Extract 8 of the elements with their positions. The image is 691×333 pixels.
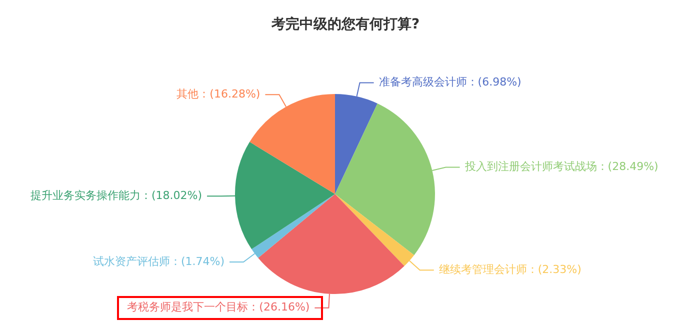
slice-label: 考税务师是我下一个目标：(26.16%): [127, 300, 310, 314]
slice-label: 其他：(16.28%): [176, 87, 260, 100]
slice-label: 试水资产评估师：(1.74%): [92, 254, 224, 268]
slice-label: 继续考管理会计师：(2.33%): [438, 262, 582, 276]
slice-label: 投入到注册会计师考试战场：(28.49%): [464, 160, 658, 174]
slice-label: 准备考高级会计师：(6.98%): [378, 76, 522, 89]
chart-title: 考完中级的您有何打算?: [270, 16, 420, 33]
slice-label: 提升业务实务操作能力：(18.02%): [30, 188, 202, 202]
